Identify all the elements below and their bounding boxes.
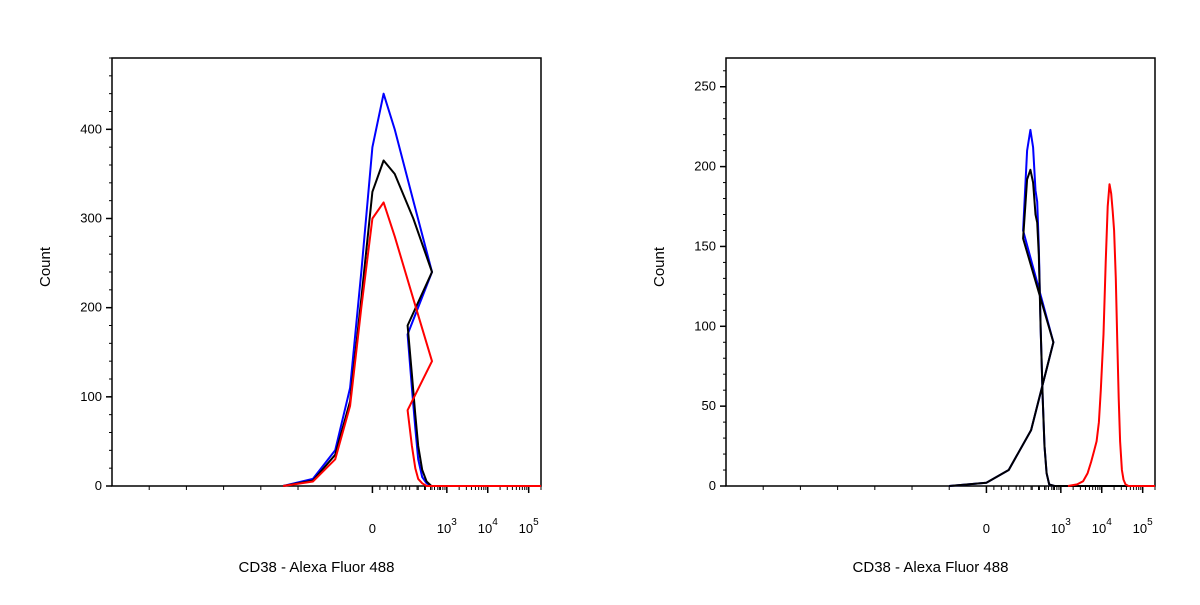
histogram-series bbox=[949, 168, 1155, 487]
y-tick-label: 150 bbox=[694, 238, 716, 253]
y-axis-label: Count bbox=[37, 246, 54, 287]
y-tick-label: 200 bbox=[694, 159, 716, 174]
histogram-series bbox=[282, 92, 541, 487]
histogram-series bbox=[949, 128, 1155, 487]
y-tick-label: 50 bbox=[702, 398, 716, 413]
histogram-series bbox=[1067, 183, 1155, 487]
plot-frame bbox=[111, 57, 542, 487]
x-tick-label: 103 bbox=[1051, 517, 1071, 536]
y-axis-label: Count bbox=[651, 246, 668, 287]
x-axis-label: CD38 - Alexa Fluor 488 bbox=[239, 559, 395, 576]
y-tick-label: 0 bbox=[709, 478, 716, 493]
x-tick-label: 105 bbox=[1133, 517, 1153, 536]
histogram-panel: 0 50 100 150 200 250 0 103 104 105 CD38 - Alexa Fl… bbox=[651, 57, 1156, 576]
y-tick-label: 400 bbox=[80, 121, 102, 136]
histogram-series bbox=[282, 201, 541, 487]
x-tick-label: 0 bbox=[983, 521, 990, 536]
y-tick-label: 100 bbox=[694, 318, 716, 333]
x-tick-label: 103 bbox=[437, 517, 457, 536]
x-tick-label: 104 bbox=[1092, 517, 1112, 536]
x-axis-label: CD38 - Alexa Fluor 488 bbox=[853, 559, 1009, 576]
x-tick-label: 0 bbox=[369, 521, 376, 536]
y-tick-label: 300 bbox=[80, 211, 102, 226]
y-tick-label: 100 bbox=[80, 389, 102, 404]
x-tick-label: 105 bbox=[519, 517, 539, 536]
y-tick-label: 0 bbox=[95, 478, 102, 493]
plot-frame bbox=[725, 57, 1156, 487]
y-tick-label: 200 bbox=[80, 300, 102, 315]
histogram-panel: 0 100 200 300 400 0 103 104 105 CD38 - Alexa Fluo… bbox=[37, 57, 542, 576]
y-tick-label: 250 bbox=[694, 79, 716, 94]
x-tick-label: 104 bbox=[478, 517, 498, 536]
